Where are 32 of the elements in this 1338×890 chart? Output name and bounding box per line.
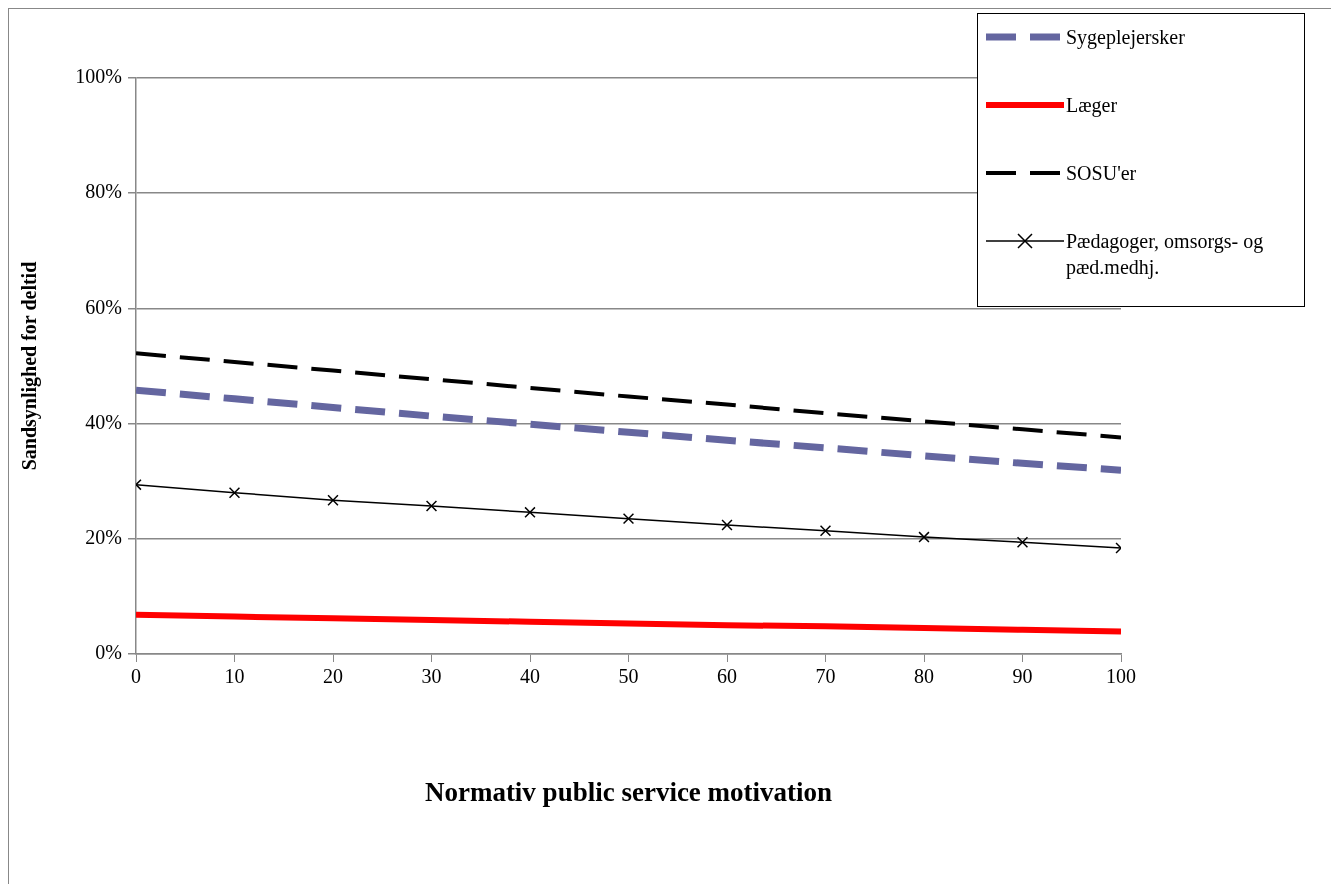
x-tick-label: 80 bbox=[914, 665, 934, 688]
point bbox=[819, 525, 832, 537]
x-tick-label: 0 bbox=[131, 665, 141, 688]
y-tick-label: 80% bbox=[85, 180, 122, 203]
y-axis-title: Sandsynlighed for deltid bbox=[18, 261, 42, 471]
legend-label: Læger bbox=[1066, 93, 1119, 118]
point bbox=[918, 531, 930, 543]
x-tick-label: 40 bbox=[520, 665, 540, 688]
legend-label: Sygeplejersker bbox=[1066, 25, 1186, 50]
x-tick-label: 60 bbox=[717, 665, 737, 688]
point bbox=[721, 519, 733, 531]
x-tick-label: 70 bbox=[815, 665, 836, 688]
legend-label: Pædagoger, omsorgs- og pæd.medhj. bbox=[1066, 229, 1265, 280]
x-tick-label: 100 bbox=[1106, 665, 1136, 688]
x-axis-title: Normativ public service motivation bbox=[424, 776, 833, 807]
point bbox=[1016, 536, 1029, 548]
x-tick-label: 50 bbox=[618, 665, 639, 688]
point bbox=[425, 500, 438, 512]
y-tick-label: 0% bbox=[95, 641, 122, 664]
x-tick-label: 10 bbox=[224, 665, 245, 688]
x-tick-label: 30 bbox=[421, 665, 442, 688]
y-tick-label: 20% bbox=[85, 526, 122, 549]
x-tick-label: 90 bbox=[1012, 665, 1033, 688]
y-tick-label: 60% bbox=[85, 295, 122, 318]
point bbox=[622, 512, 635, 525]
point bbox=[228, 487, 241, 499]
point bbox=[524, 506, 536, 518]
legend-label: SOSU'er bbox=[1066, 161, 1138, 186]
y-tick-label: 40% bbox=[85, 410, 122, 433]
x-tick-label: 20 bbox=[323, 665, 343, 688]
point bbox=[327, 494, 339, 506]
y-tick-label: 100% bbox=[75, 65, 122, 88]
